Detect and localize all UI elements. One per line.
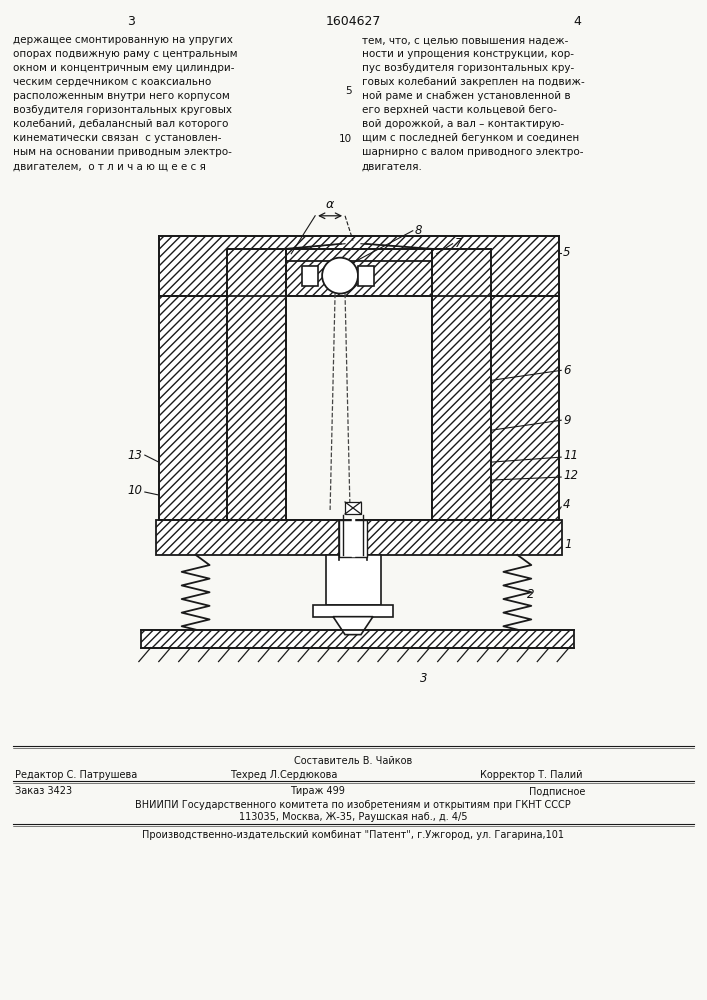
Bar [326,555,381,605]
Text: 9: 9 [563,414,571,427]
Text: 12: 12 [563,469,578,482]
Text: 5: 5 [563,246,571,259]
Bar [141,630,574,648]
Bar [159,236,559,296]
Text: ВНИИПИ Государственного комитета по изобретениям и открытиям при ГКНТ СССР: ВНИИПИ Государственного комитета по изоб… [135,800,571,810]
Text: Тираж 499: Тираж 499 [291,786,345,796]
Text: 4: 4 [573,15,581,28]
Text: 7: 7 [455,237,462,250]
Text: 3: 3 [127,15,135,28]
Text: Редактор С. Патрушева: Редактор С. Патрушева [16,770,138,780]
Text: Подписное: Подписное [530,786,585,796]
Text: 2: 2 [527,588,534,601]
Text: 1604627: 1604627 [325,15,380,28]
Text: Составитель В. Чайков: Составитель В. Чайков [294,756,412,766]
Text: 10: 10 [339,134,351,144]
Text: тем, что, с целью повышения надеж-
ности и упрощения конструкции, кор-
пус возбу: тем, что, с целью повышения надеж- ности… [362,35,585,171]
Text: 113035, Москва, Ж-35, Раушская наб., д. 4/5: 113035, Москва, Ж-35, Раушская наб., д. … [239,812,467,822]
Bar [491,296,559,520]
Circle shape [322,258,358,294]
Text: 6: 6 [563,364,571,377]
Text: $\alpha$: $\alpha$ [325,198,335,211]
Bar [302,266,318,286]
Text: держащее смонтированную на упругих
опорах подвижную раму с центральным
окном и к: держащее смонтированную на упругих опора… [13,35,238,171]
Text: 10: 10 [128,484,143,497]
Text: 5: 5 [345,86,351,96]
Text: 4: 4 [563,498,571,511]
Text: 13: 13 [128,449,143,462]
Bar [432,249,491,520]
Text: 3: 3 [420,672,427,685]
Text: Производственно-издательский комбинат "Патент", г.Ужгород, ул. Гагарина,101: Производственно-издательский комбинат "П… [142,830,564,840]
Text: Техред Л.Сердюкова: Техред Л.Сердюкова [230,770,338,780]
Text: Заказ 3423: Заказ 3423 [16,786,72,796]
Bar [339,520,367,557]
Text: 8: 8 [415,224,422,237]
Bar [286,249,432,261]
Bar [313,605,393,617]
Bar [358,266,374,286]
Bar [226,249,286,520]
Text: Корректор Т. Палий: Корректор Т. Палий [479,770,582,780]
Text: 11: 11 [563,449,578,462]
Bar [159,296,226,520]
Bar [345,502,361,514]
Bar [156,520,562,555]
Polygon shape [333,617,373,635]
Text: 1: 1 [564,538,572,551]
